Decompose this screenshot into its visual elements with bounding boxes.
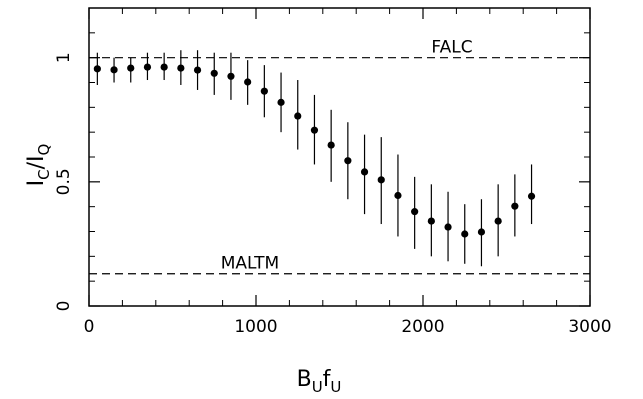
x-axis-label: BUfU: [297, 367, 342, 396]
data-point: [193, 66, 202, 74]
data-point: [444, 223, 452, 231]
data-point: [477, 228, 486, 236]
data-point: [494, 217, 502, 225]
reference-line-label: FALC: [431, 38, 472, 58]
data-point: [177, 64, 185, 72]
y-tick-label: 0: [54, 301, 74, 312]
data-point: [310, 126, 319, 134]
data-point: [511, 202, 519, 210]
reference-lines: FALC MALTM: [89, 38, 590, 275]
data-point: [210, 69, 218, 77]
data-point: [244, 78, 252, 86]
data-point: [93, 65, 101, 73]
reference-line-label: MALTM: [221, 254, 279, 274]
chart-marks: [93, 50, 536, 267]
data-point: [377, 176, 385, 184]
x-tick-label: 3000: [568, 317, 611, 337]
data-point: [411, 208, 419, 216]
data-point: [461, 230, 469, 238]
axis-ticks: 0 1000 2000 3000 0 0.5 1: [54, 8, 612, 337]
data-point: [227, 72, 235, 80]
data-point: [260, 87, 268, 95]
x-tick-label: 0: [84, 317, 95, 337]
data-point: [160, 63, 168, 71]
x-tick-label: 2000: [401, 317, 444, 337]
y-tick-label: 1: [54, 52, 74, 63]
data-point: [110, 66, 118, 74]
y-tick-label: 0.5: [54, 168, 74, 195]
data-point: [427, 217, 435, 225]
data-point: [327, 141, 335, 149]
data-point: [127, 64, 135, 72]
data-point: [143, 63, 152, 71]
data-point: [344, 157, 352, 165]
y-axis-label: IC/IQ: [24, 144, 53, 187]
data-point: [360, 168, 369, 176]
data-point: [394, 191, 402, 200]
x-tick-label: 1000: [234, 317, 277, 337]
data-point: [277, 98, 285, 106]
data-point: [294, 112, 302, 120]
data-point: [527, 192, 536, 200]
